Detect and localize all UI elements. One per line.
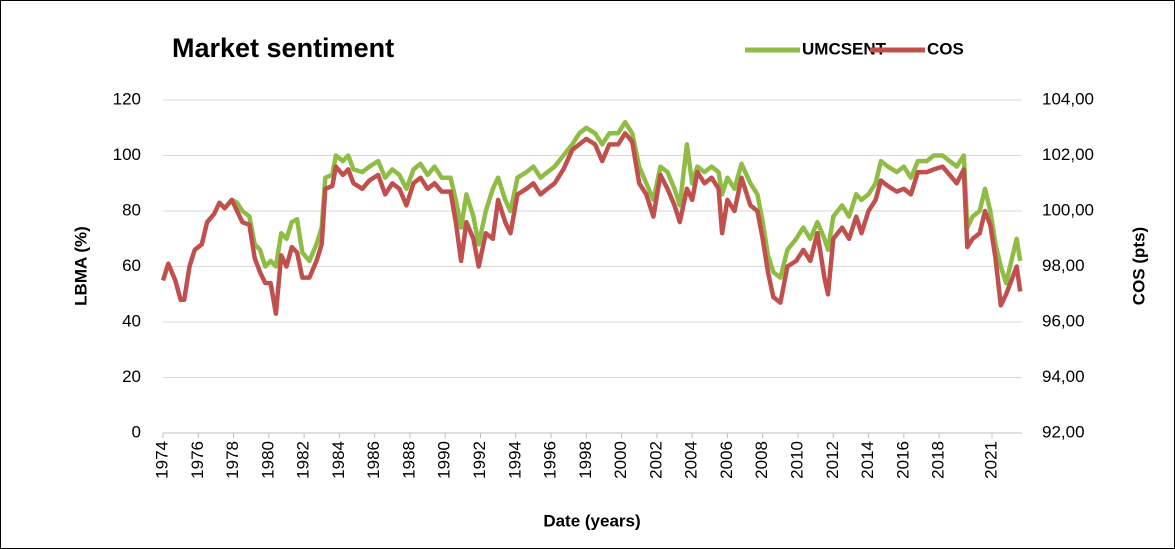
y-tick-label: 40 — [122, 311, 141, 330]
x-tick-label: 1998 — [576, 441, 595, 479]
x-tick-label: 2002 — [646, 441, 665, 479]
x-tick-label: 2016 — [893, 441, 912, 479]
x-tick-label: 1994 — [505, 441, 524, 479]
line-series — [230, 119, 1023, 286]
x-tick-label: 1990 — [435, 441, 454, 479]
y2-tick-label: 102,00 — [1042, 145, 1094, 164]
x-tick-label: 2014 — [858, 441, 877, 479]
x-tick-label: 1992 — [470, 441, 489, 479]
y2-tick-label: 96,00 — [1042, 311, 1085, 330]
x-tick-label: 2012 — [823, 441, 842, 479]
y2-tick-label: 100,00 — [1042, 200, 1094, 219]
x-tick-label: 1988 — [399, 441, 418, 479]
y-tick-label: 120 — [113, 89, 141, 108]
line-series — [160, 131, 1023, 316]
x-tick-label: 2004 — [682, 441, 701, 479]
y-tick-label: 100 — [113, 145, 141, 164]
x-tick-label: 2006 — [717, 441, 736, 479]
x-tick-label: 1980 — [258, 441, 277, 479]
x-tick-label: 2018 — [929, 441, 948, 479]
y2-tick-label: 104,00 — [1042, 89, 1094, 108]
x-tick-label: 1986 — [364, 441, 383, 479]
y-tick-label: 20 — [122, 367, 141, 386]
legend-label: UMCSENT — [802, 39, 887, 58]
chart-title: Market sentiment — [172, 33, 394, 63]
y-tick-label: 0 — [132, 422, 141, 441]
x-tick-label: 1984 — [329, 441, 348, 479]
x-tick-label: 1976 — [188, 441, 207, 479]
x-tick-label: 1974 — [152, 441, 171, 479]
x-tick-label: 2008 — [752, 441, 771, 479]
y2-tick-label: 92,00 — [1042, 422, 1085, 441]
x-axis-title: Date (years) — [543, 511, 640, 530]
x-tick-label: 2010 — [787, 441, 806, 479]
y2-axis-title: COS (pts) — [1129, 227, 1148, 305]
y-tick-label: 80 — [122, 200, 141, 219]
y2-tick-label: 94,00 — [1042, 367, 1085, 386]
x-tick-label: 2021 — [981, 441, 1000, 479]
y-tick-label: 60 — [122, 256, 141, 275]
legend-label: COS — [927, 39, 964, 58]
y-axis-title: LBMA (%) — [71, 226, 90, 306]
x-tick-label: 2000 — [611, 441, 630, 479]
x-tick-label: 1978 — [223, 441, 242, 479]
x-tick-label: 1982 — [294, 441, 313, 479]
x-tick-label: 1996 — [541, 441, 560, 479]
y2-tick-label: 98,00 — [1042, 256, 1085, 275]
